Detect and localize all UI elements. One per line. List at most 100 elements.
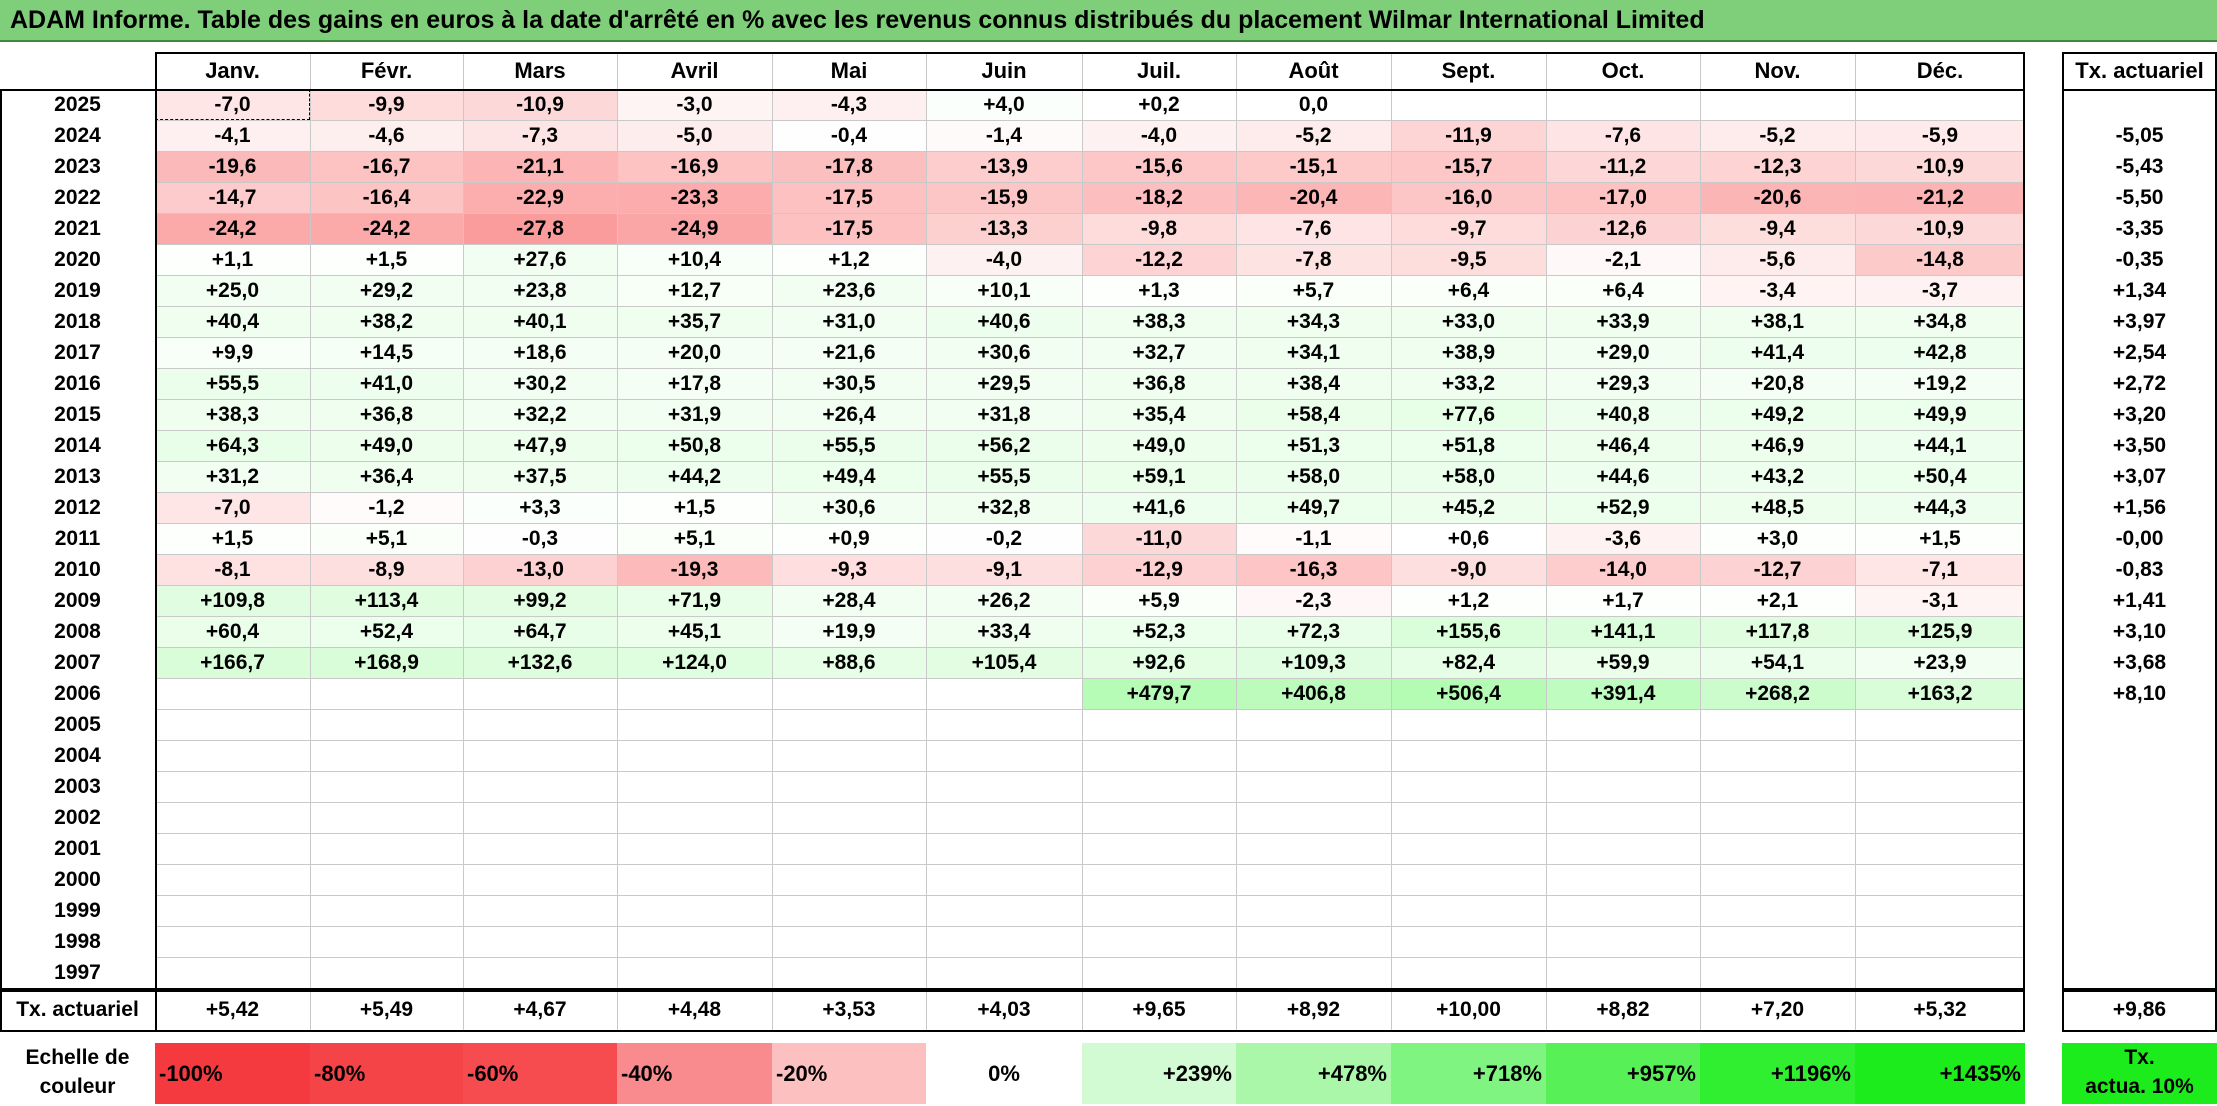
table-cell: +82,4 [1391,647,1546,678]
table-cell [1082,833,1236,864]
table-cell: +51,3 [1236,430,1391,461]
table-cell: +33,4 [926,616,1082,647]
footer-cell: +4,48 [667,998,722,1021]
grid-line [155,244,2025,245]
border-line [2023,52,2025,1030]
table-cell: +26,4 [772,399,926,430]
table-cell: -3,6 [1546,523,1700,554]
table-cell: +1,2 [1391,585,1546,616]
table-cell: -10,9 [463,89,617,120]
grid-line [155,740,2025,741]
grid-line [155,368,2025,369]
table-cell [1391,802,1546,833]
table-cell: +58,0 [1236,461,1391,492]
grid-line [155,771,2025,772]
grid-line [155,337,2025,338]
table-cell [1546,895,1700,926]
table-cell [1700,802,1855,833]
grid-line [155,275,2025,276]
table-cell: +29,2 [310,275,463,306]
border-line [0,988,2025,990]
table-cell [1546,740,1700,771]
table-cell [155,926,310,957]
table-cell: +155,6 [1391,616,1546,647]
table-cell: +163,2 [1855,678,2025,709]
table-cell [1236,802,1391,833]
rate-cell: +2,72 [2112,372,2167,395]
table-cell: -19,3 [617,554,772,585]
scale-rate: Tx. actua. 10% [2062,1043,2217,1104]
table-cell: +25,0 [155,275,310,306]
table-cell [1082,926,1236,957]
table-cell [1700,926,1855,957]
table-cell: +49,4 [772,461,926,492]
grid-line [155,585,2025,586]
table-cell: +35,4 [1082,399,1236,430]
table-cell: -14,0 [1546,554,1700,585]
table-cell: +3,0 [1700,523,1855,554]
table-cell [1391,709,1546,740]
table-cell [617,678,772,709]
table-cell: +59,9 [1546,647,1700,678]
rate-cell: -3,35 [2115,217,2164,240]
grid-line [926,52,927,988]
table-cell: +58,0 [1391,461,1546,492]
grid-line [463,52,464,988]
table-cell: +64,7 [463,616,617,647]
rate-cell [2062,864,2217,895]
table-cell: +20,0 [617,337,772,368]
table-cell [463,709,617,740]
rate-cell [2062,89,2217,120]
table-cell: +6,4 [1546,275,1700,306]
year-label: 1998 [54,930,101,953]
table-cell: +49,9 [1855,399,2025,430]
table-cell: +40,4 [155,306,310,337]
table-cell: +23,6 [772,275,926,306]
table-cell: +44,1 [1855,430,2025,461]
table-cell: -5,0 [617,120,772,151]
table-cell [1855,802,2025,833]
table-cell: +31,2 [155,461,310,492]
year-label: 2013 [54,465,101,488]
month-header: Avril [670,58,719,83]
rate-cell: +3,10 [2112,620,2167,643]
table-cell [1236,833,1391,864]
table-cell: +109,8 [155,585,310,616]
table-cell: +1,5 [617,492,772,523]
table-cell: -7,6 [1546,120,1700,151]
table-cell: -4,1 [155,120,310,151]
footer-cell: +5,32 [1913,998,1967,1021]
table-cell [1236,740,1391,771]
table-cell: -16,4 [310,182,463,213]
table-cell [772,678,926,709]
table-cell: +48,5 [1700,492,1855,523]
table-cell: -13,9 [926,151,1082,182]
grid-line [155,926,2025,927]
table-cell: +1,3 [1082,275,1236,306]
table-cell: +1,5 [1855,523,2025,554]
table-cell [155,740,310,771]
table-cell: +49,7 [1236,492,1391,523]
year-label: 2000 [54,868,101,891]
table-cell: +23,8 [463,275,617,306]
table-cell [617,833,772,864]
table-cell: +38,3 [1082,306,1236,337]
table-cell [1236,895,1391,926]
month-header: Oct. [1601,58,1645,83]
table-cell: +45,2 [1391,492,1546,523]
grid-line [1391,990,1392,1030]
table-cell [1082,771,1236,802]
year-label: 2003 [54,775,101,798]
year-label: 2001 [54,837,101,860]
table-cell: +1,1 [155,244,310,275]
table-cell: -7,6 [1236,213,1391,244]
table-cell: +51,8 [1391,430,1546,461]
footer-cell: +7,20 [1750,998,1805,1021]
footer-cell: +4,03 [977,998,1031,1021]
table-cell [310,740,463,771]
table-cell: -7,8 [1236,244,1391,275]
table-cell: +1,2 [772,244,926,275]
table-cell: -14,7 [155,182,310,213]
grid-line [155,492,2025,493]
table-cell: -2,3 [1236,585,1391,616]
